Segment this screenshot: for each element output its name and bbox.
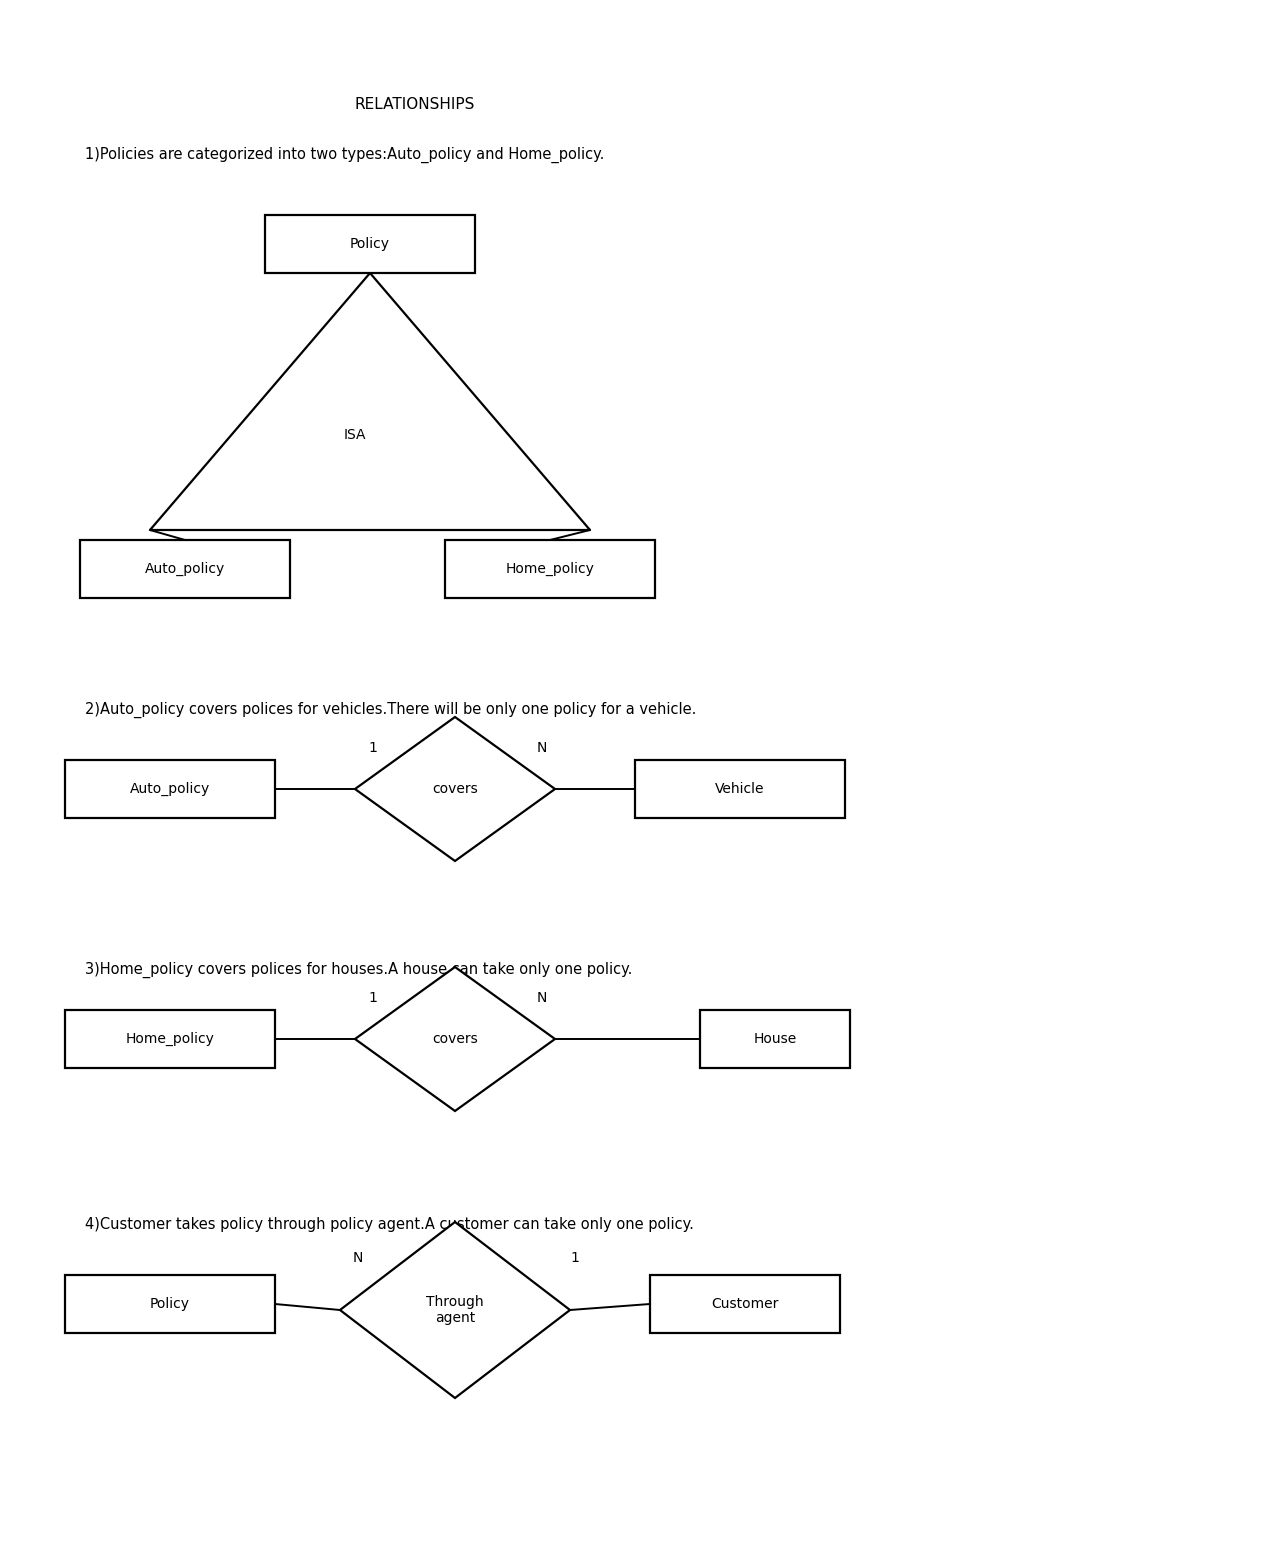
Text: N: N <box>536 742 547 756</box>
Text: Policy: Policy <box>350 236 390 250</box>
Text: Auto_policy: Auto_policy <box>145 562 225 576</box>
FancyBboxPatch shape <box>265 215 475 273</box>
Text: 2)Auto_policy covers polices for vehicles.There will be only one policy for a ve: 2)Auto_policy covers polices for vehicle… <box>85 701 697 718</box>
Text: 1: 1 <box>369 742 377 756</box>
Text: Home_policy: Home_policy <box>505 562 594 576</box>
Text: 1: 1 <box>369 990 377 1004</box>
Text: Policy: Policy <box>150 1296 190 1312</box>
FancyBboxPatch shape <box>649 1275 840 1333</box>
FancyBboxPatch shape <box>635 760 845 817</box>
Text: covers: covers <box>432 782 478 796</box>
Text: House: House <box>754 1032 796 1046</box>
Text: RELATIONSHIPS: RELATIONSHIPS <box>355 97 476 113</box>
Text: Customer: Customer <box>711 1296 779 1312</box>
Polygon shape <box>355 967 556 1111</box>
Text: N: N <box>536 990 547 1004</box>
Text: 4)Customer takes policy through policy agent.A customer can take only one policy: 4)Customer takes policy through policy a… <box>85 1217 694 1233</box>
FancyBboxPatch shape <box>66 1275 275 1333</box>
Text: ISA: ISA <box>343 428 367 442</box>
Text: Through
agent: Through agent <box>426 1295 484 1326</box>
Text: N: N <box>352 1251 363 1265</box>
FancyBboxPatch shape <box>66 1010 275 1068</box>
Text: covers: covers <box>432 1032 478 1046</box>
Text: 3)Home_policy covers polices for houses.A house can take only one policy.: 3)Home_policy covers polices for houses.… <box>85 963 633 978</box>
Text: Auto_policy: Auto_policy <box>130 782 210 796</box>
FancyBboxPatch shape <box>80 541 291 598</box>
FancyBboxPatch shape <box>66 760 275 817</box>
Polygon shape <box>340 1222 570 1398</box>
Text: 1: 1 <box>571 1251 580 1265</box>
Polygon shape <box>150 273 590 530</box>
Polygon shape <box>355 717 556 861</box>
Text: Vehicle: Vehicle <box>715 782 765 796</box>
Text: Home_policy: Home_policy <box>126 1032 215 1046</box>
FancyBboxPatch shape <box>445 541 655 598</box>
FancyBboxPatch shape <box>700 1010 850 1068</box>
Text: 1)Policies are categorized into two types:Auto_policy and Home_policy.: 1)Policies are categorized into two type… <box>85 147 604 164</box>
